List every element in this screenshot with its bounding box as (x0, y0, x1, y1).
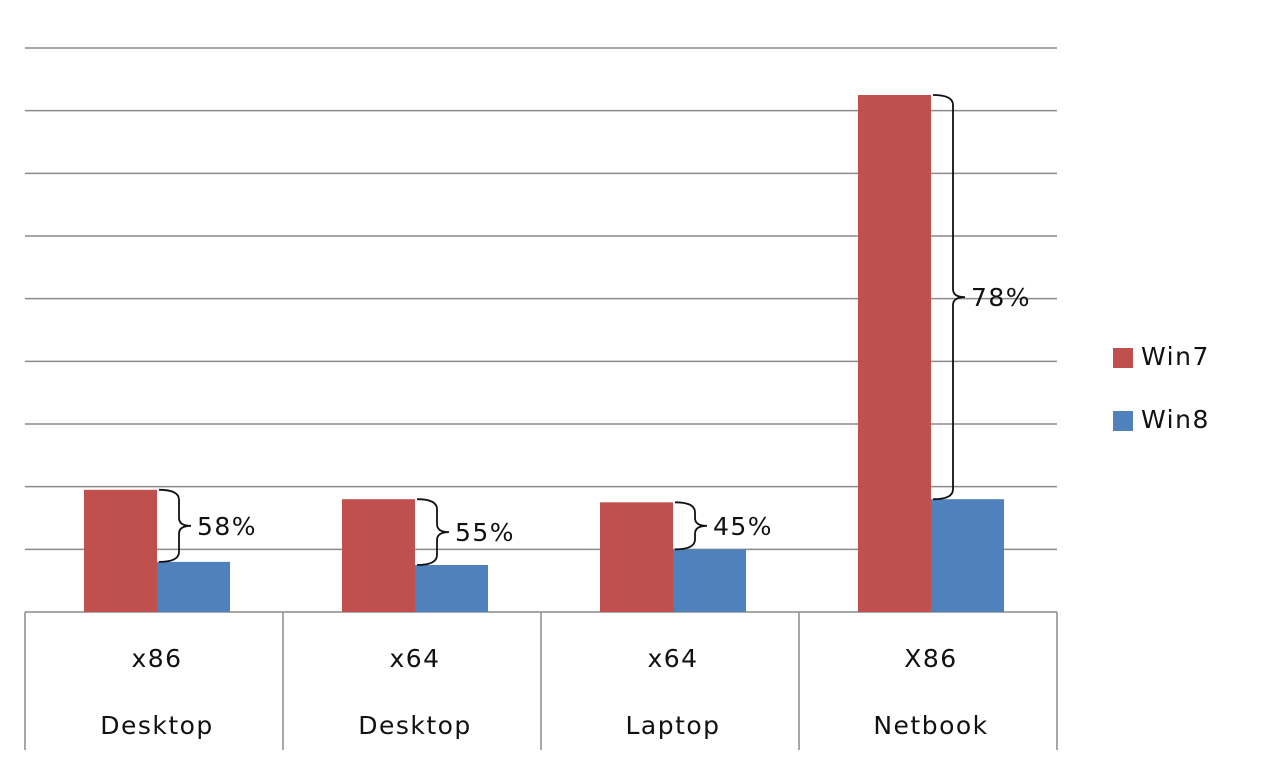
bar (415, 565, 488, 612)
legend-label: Win8 (1141, 405, 1210, 434)
difference-label: 58% (197, 512, 257, 541)
legend-label: Win7 (1141, 342, 1210, 371)
difference-label: 55% (455, 518, 515, 547)
legend-swatch (1113, 348, 1133, 368)
bar (931, 499, 1004, 612)
bar (600, 502, 673, 612)
bar (342, 499, 415, 612)
bar (858, 95, 931, 612)
difference-bracket (158, 488, 192, 563)
x-tick-label: Desktop (100, 711, 214, 740)
bar (84, 489, 157, 612)
bar (673, 549, 746, 612)
difference-bracket (932, 94, 966, 501)
x-tick-label: x64 (647, 644, 698, 673)
difference-bracket (674, 501, 708, 551)
x-tick-label: Desktop (358, 711, 472, 740)
x-tick-label: X86 (904, 644, 957, 673)
x-tick-label: x64 (389, 644, 440, 673)
difference-label: 78% (971, 283, 1031, 312)
x-tick-label: Netbook (873, 711, 988, 740)
legend-swatch (1113, 411, 1133, 431)
difference-label: 45% (713, 512, 773, 541)
x-tick-label: x86 (131, 644, 182, 673)
difference-bracket (416, 498, 450, 566)
x-tick-label: Laptop (625, 711, 720, 740)
bar (157, 561, 230, 612)
